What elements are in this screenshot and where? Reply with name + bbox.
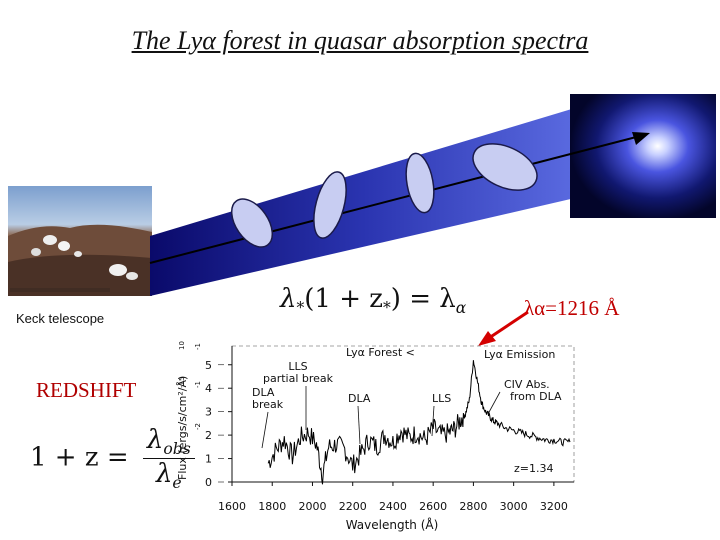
- chart-annotation: DLA: [348, 392, 371, 405]
- x-tick-label: 1600: [218, 500, 246, 513]
- annotation-pointer: [487, 391, 501, 415]
- y-axis-mark: -15: [178, 377, 186, 388]
- x-tick-label: 1800: [258, 500, 286, 513]
- chart-annotation: partial break: [263, 372, 334, 385]
- y-axis-label: Flux (ergs/s/cm²/Å): [176, 376, 189, 480]
- chart-annotation: z=1.34: [514, 462, 553, 475]
- chart-annotation: Lyα Emission: [484, 348, 555, 361]
- chart-annotation: Lyα Forest <: [346, 346, 415, 359]
- slide-title: The Lyα forest in quasar absorption spec…: [131, 26, 589, 55]
- lambda-alpha-label: λα=1216 Å: [524, 296, 620, 320]
- sightline-line: [149, 135, 641, 264]
- y-tick-label: 2: [205, 429, 212, 442]
- spectrum-line: [267, 360, 571, 485]
- arrowhead-icon: [632, 132, 650, 145]
- chart-annotation: LLS: [288, 360, 307, 373]
- annotation-pointer: [261, 411, 269, 449]
- y-axis-mark: -2: [194, 423, 202, 430]
- y-axis-mark: -1: [194, 381, 202, 388]
- chart-annotation: LLS: [432, 392, 451, 405]
- y-tick-label: 0: [205, 476, 212, 489]
- y-tick-label: 5: [205, 359, 212, 372]
- absorber-cloud: [472, 143, 538, 191]
- emission-formula: λ*(1 + z*) = λα: [280, 284, 467, 318]
- y-axis-mark: 10: [178, 341, 186, 350]
- x-tick-label: 2600: [419, 500, 447, 513]
- y-axis-mark: -1: [194, 343, 202, 350]
- x-tick-label: 2800: [459, 500, 487, 513]
- keck-label: Keck telescope: [16, 311, 105, 326]
- quasar-image: [570, 94, 716, 218]
- y-tick-label: 4: [205, 382, 212, 395]
- x-axis-label: Wavelength (Å): [346, 517, 439, 532]
- keck-telescope-photo: [8, 186, 152, 296]
- x-tick-label: 2200: [339, 500, 367, 513]
- absorber-cloud: [405, 152, 435, 214]
- absorber-cloud: [230, 198, 274, 248]
- x-tick-label: 3000: [500, 500, 528, 513]
- chart-annotation: from DLA: [510, 390, 562, 403]
- redshift-label: REDSHIFT: [36, 378, 137, 402]
- redshift-fraction: λobs λe: [142, 425, 195, 492]
- chart-annotation: DLA: [252, 386, 275, 399]
- spectrum-chart: Flux (ergs/s/cm²/Å) 10 -15 -1 -2 -1 Wave…: [176, 341, 575, 532]
- annotation-pointer: [431, 405, 435, 437]
- x-tick-label: 2400: [379, 500, 407, 513]
- x-tick-label: 2000: [298, 500, 326, 513]
- annotation-pointer: [357, 405, 361, 445]
- sightline-diagram: [8, 94, 716, 296]
- y-tick-label: 3: [205, 406, 212, 419]
- plot-frame: [231, 345, 575, 483]
- x-tick-label: 3200: [540, 500, 568, 513]
- chart-annotation: break: [252, 398, 284, 411]
- sightline-beam: [150, 108, 575, 296]
- absorber-cloud: [313, 171, 347, 239]
- redshift-formula: 1 + z = λobs λe: [30, 425, 195, 492]
- y-tick-label: 1: [205, 453, 212, 466]
- chart-annotation: CIV Abs.: [504, 378, 550, 391]
